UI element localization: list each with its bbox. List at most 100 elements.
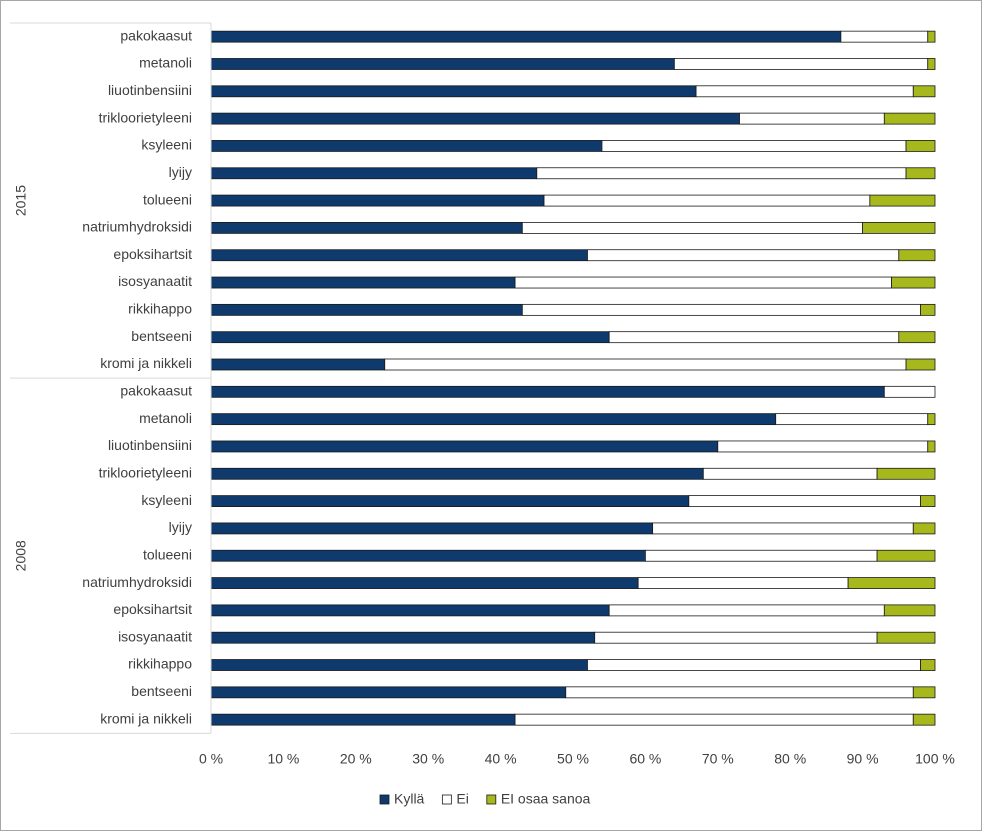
- category-label: bentseeni: [131, 328, 192, 344]
- bar-segment: [587, 659, 921, 671]
- bar-segment: [210, 522, 654, 535]
- bar-segment: [514, 713, 914, 726]
- bar-segment: [210, 194, 545, 207]
- x-tick-label: 50 %: [557, 751, 589, 767]
- category-label: natriumhydroksidi: [82, 574, 192, 590]
- bar-segment: [210, 659, 588, 671]
- bar-segment: [927, 413, 936, 426]
- bar-segment: [210, 30, 842, 43]
- bar-segment: [210, 303, 523, 316]
- bar-segment: [210, 495, 690, 508]
- legend-swatch: [379, 794, 390, 805]
- bar-segment: [920, 495, 936, 508]
- x-tick-label: 10 %: [267, 751, 299, 767]
- bar-segment: [927, 440, 936, 453]
- bar-segment: [608, 331, 900, 344]
- bar-segment: [652, 522, 914, 535]
- category-label: liuotinbensiini: [108, 437, 192, 453]
- category-label: lyijy: [169, 519, 192, 535]
- bar-segment: [521, 303, 921, 316]
- bar-segment: [847, 577, 936, 589]
- bar-segment: [905, 140, 936, 152]
- bar-segment: [883, 112, 936, 125]
- bar-segment: [717, 440, 929, 453]
- x-tick-label: 0 %: [199, 751, 223, 767]
- bar-segment: [905, 358, 936, 371]
- bar-segment: [210, 385, 885, 398]
- legend-swatch: [486, 794, 497, 805]
- bar-segment: [891, 276, 936, 289]
- bar-segment: [898, 249, 936, 262]
- bar-segment: [876, 467, 936, 480]
- x-tick-label: 100 %: [915, 751, 955, 767]
- bar-segment: [210, 221, 523, 234]
- bar-segment: [210, 358, 386, 371]
- bar-segment: [210, 331, 610, 344]
- bar-segment: [883, 604, 936, 617]
- bar-segment: [210, 577, 639, 589]
- group-label: 2008: [13, 540, 29, 571]
- bar-segment: [210, 713, 516, 726]
- category-label: isosyanaatit: [118, 273, 192, 289]
- category-label: liuotinbensiini: [108, 82, 192, 98]
- category-label: metanoli: [139, 55, 192, 71]
- bar-segment: [210, 549, 646, 562]
- legend-swatch: [441, 794, 452, 805]
- category-label: trikloorietyleeni: [99, 109, 192, 125]
- bar-segment: [210, 249, 588, 262]
- category-label: rikkihappo: [128, 301, 192, 317]
- bar-segment: [840, 30, 929, 43]
- group-label: 2015: [13, 185, 29, 216]
- bar-segment: [210, 467, 704, 480]
- bar-segment: [883, 385, 936, 398]
- bar-segment: [543, 194, 871, 207]
- category-label: natriumhydroksidi: [82, 219, 192, 235]
- legend-label: EI osaa sanoa: [501, 791, 591, 807]
- bar-segment: [210, 604, 610, 617]
- bar-segment: [876, 549, 936, 562]
- category-label: trikloorietyleeni: [99, 464, 192, 480]
- category-label: epoksihartsit: [113, 601, 192, 617]
- category-label: pakokaasut: [120, 27, 192, 43]
- bar-segment: [927, 58, 936, 70]
- bar-segment: [210, 440, 719, 453]
- bar-segment: [912, 713, 936, 726]
- category-label: kromi ja nikkeli: [100, 710, 192, 726]
- bar-segment: [594, 631, 878, 644]
- category-label: rikkihappo: [128, 656, 192, 672]
- bar-segment: [210, 631, 596, 644]
- bar-segment: [210, 276, 516, 289]
- bar-segment: [521, 221, 864, 234]
- bar-segment: [920, 659, 936, 671]
- bar-segment: [912, 686, 936, 699]
- bar-segment: [384, 358, 907, 371]
- bar-segment: [608, 604, 885, 617]
- legend-label: Ei: [456, 791, 468, 807]
- bar-segment: [210, 112, 740, 125]
- bar-segment: [702, 467, 878, 480]
- x-tick-label: 80 %: [774, 751, 806, 767]
- x-tick-label: 90 %: [847, 751, 879, 767]
- x-tick-label: 60 %: [629, 751, 661, 767]
- category-label: tolueeni: [143, 191, 192, 207]
- category-label: ksyleeni: [141, 137, 192, 153]
- x-tick-label: 30 %: [412, 751, 444, 767]
- category-label: ksyleeni: [141, 492, 192, 508]
- bar-segment: [912, 522, 936, 535]
- bar-segment: [637, 577, 849, 589]
- x-tick-label: 70 %: [702, 751, 734, 767]
- bar-segment: [210, 167, 538, 180]
- bar-segment: [862, 221, 936, 234]
- bar-segment: [601, 140, 907, 152]
- bar-segment: [927, 30, 936, 43]
- bar-segment: [514, 276, 892, 289]
- category-label: metanoli: [139, 410, 192, 426]
- bar-segment: [210, 686, 567, 699]
- bar-segment: [210, 140, 603, 152]
- bar-segment: [645, 549, 878, 562]
- bar-segment: [898, 331, 936, 344]
- category-label: kromi ja nikkeli: [100, 355, 192, 371]
- bar-segment: [210, 85, 697, 98]
- bar-segment: [905, 167, 936, 180]
